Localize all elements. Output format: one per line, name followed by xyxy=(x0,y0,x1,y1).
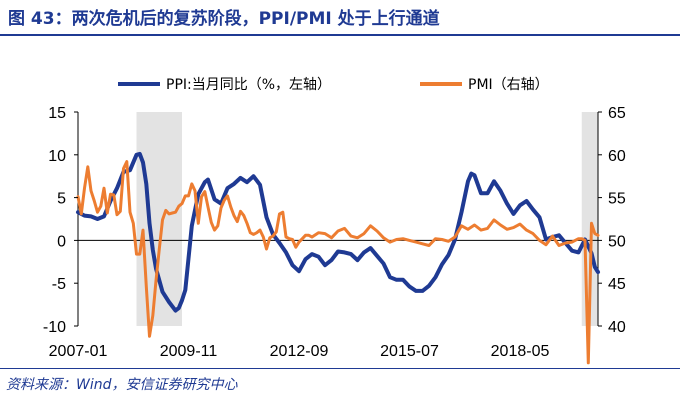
pmi-series-line xyxy=(76,160,600,365)
right-tick-label: 55 xyxy=(608,191,626,208)
left-tick-label: 10 xyxy=(48,148,66,165)
axis-lines xyxy=(77,112,599,326)
series-lines xyxy=(76,151,600,365)
legend: PPI:当月同比（%，左轴） PMI（右轴） xyxy=(118,77,549,93)
source-rule xyxy=(0,368,680,369)
x-axis-ticks: 2007-01 2009-11 2012-09 2015-07 2018-05 xyxy=(49,343,550,360)
shaded-periods xyxy=(136,112,598,326)
x-tick-label: 2015-07 xyxy=(380,343,439,360)
x-tick-label: 2018-05 xyxy=(491,343,550,360)
left-tick-label: 15 xyxy=(48,105,66,122)
right-tick-label: 60 xyxy=(608,148,626,165)
left-tick-label: 5 xyxy=(57,191,66,208)
legend-ppi-label: PPI:当月同比（%，左轴） xyxy=(166,77,331,93)
left-tick-label: -10 xyxy=(43,319,66,336)
legend-pmi-label: PMI（右轴） xyxy=(468,77,549,93)
left-tick-label: 0 xyxy=(57,233,66,250)
ppi-series-line xyxy=(76,151,600,313)
right-axis-ticks: 65 60 55 50 45 40 xyxy=(598,105,626,336)
x-tick-label: 2012-09 xyxy=(270,343,329,360)
source-note: 资料来源：Wind，安信证券研究中心 xyxy=(6,377,238,393)
shaded-period-1 xyxy=(136,112,182,326)
chart-title: 图 43：两次危机后的复苏阶段，PPI/PMI 处于上行通道 xyxy=(8,9,440,29)
right-tick-label: 65 xyxy=(608,105,626,122)
title-rule xyxy=(0,34,680,36)
x-tick-label: 2007-01 xyxy=(49,343,108,360)
right-tick-label: 40 xyxy=(608,319,626,336)
left-axis-ticks: 15 10 5 0 -5 -10 xyxy=(43,105,78,336)
left-tick-label: -5 xyxy=(52,276,66,293)
right-tick-label: 45 xyxy=(608,276,626,293)
right-tick-label: 50 xyxy=(608,233,626,250)
x-tick-label: 2009-11 xyxy=(160,343,218,360)
